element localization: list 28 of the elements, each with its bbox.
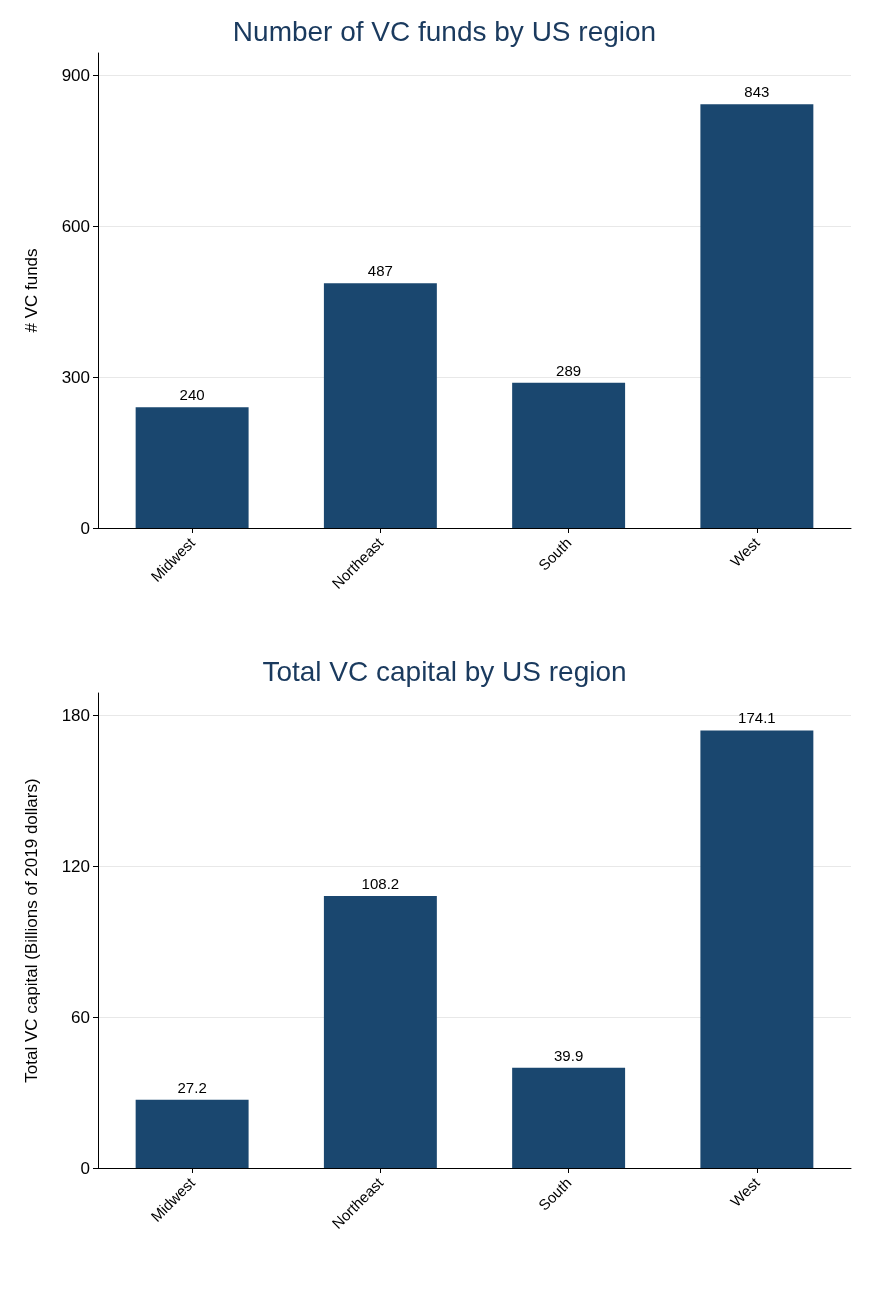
y-tick-label: 180: [61, 706, 90, 726]
y-tick-label: 300: [61, 367, 90, 387]
y-tick-label: 900: [61, 66, 90, 86]
bar: [700, 104, 814, 528]
chart-title: Number of VC funds by US region: [232, 15, 657, 47]
y-tick-label: 120: [61, 856, 90, 876]
y-axis-title: # VC funds: [22, 248, 41, 333]
bar: [135, 407, 249, 528]
y-tick-label: 60: [71, 1007, 90, 1027]
bar: [512, 382, 626, 528]
data-label: 27.2: [177, 1078, 207, 1096]
data-label: 39.9: [554, 1046, 584, 1064]
data-label: 174.1: [738, 709, 776, 727]
bar: [135, 1099, 249, 1168]
bar: [700, 730, 814, 1168]
bar: [323, 283, 437, 528]
chart-title: Total VC capital by US region: [262, 655, 627, 687]
y-tick-label: 0: [80, 1158, 90, 1178]
y-axis-title: Total VC capital (Billions of 2019 dollars): [22, 778, 41, 1083]
data-label: 843: [744, 83, 770, 101]
data-label: 289: [556, 361, 582, 379]
y-tick-label: 600: [61, 216, 90, 236]
data-label: 487: [367, 262, 393, 280]
y-tick-label: 0: [80, 518, 90, 538]
bar: [512, 1067, 626, 1168]
bar: [323, 896, 437, 1168]
data-label: 108.2: [361, 875, 400, 893]
data-label: 240: [179, 386, 205, 404]
